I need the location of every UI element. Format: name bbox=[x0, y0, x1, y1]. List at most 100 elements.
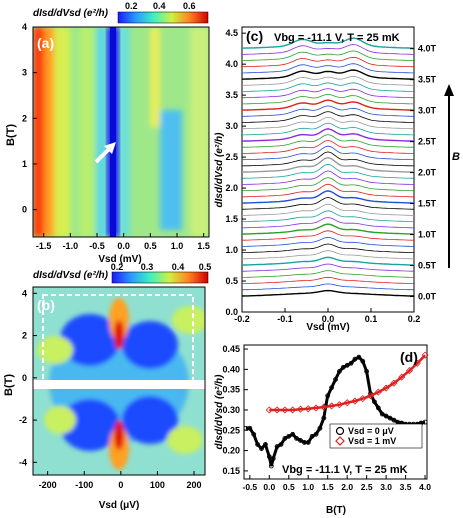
panel-c-curve bbox=[242, 99, 414, 111]
panel-c-rtick-label: 0.0T bbox=[418, 292, 437, 302]
panel-d-ytick-label: 0.30 bbox=[222, 405, 240, 415]
panel-d-point-1 bbox=[398, 373, 406, 381]
panel-d-point-0 bbox=[340, 364, 346, 370]
panel-d-ytick-label: 0.45 bbox=[222, 344, 240, 354]
panel-a-label: (a) bbox=[37, 35, 54, 51]
panel-b-ytick-label: 4 bbox=[22, 288, 27, 298]
panel-c-curve bbox=[241, 177, 415, 192]
panel-d-point-1 bbox=[320, 403, 328, 411]
panel-c-ytick-label: 3.0 bbox=[225, 121, 238, 131]
panel-a-xticks: -1.5 -1.0 -0.5 0.0 0.5 1.0 1.5 bbox=[36, 233, 210, 251]
panel-b-ytick-label: -4 bbox=[19, 457, 27, 467]
panel-d-point-0 bbox=[259, 446, 264, 451]
panel-c-ytick-label: 0.0 bbox=[225, 307, 238, 317]
panel-c-curve bbox=[242, 88, 414, 99]
panel-c-curve bbox=[241, 139, 415, 154]
panel-c-rtick-label: 2.0T bbox=[418, 168, 437, 178]
panel-d-point-0 bbox=[336, 368, 342, 374]
panel-b-colorbar-tick: 0.5 bbox=[199, 262, 212, 272]
panel-b-xtick-label: -100 bbox=[75, 480, 93, 490]
panel-d-xtick-label: 4.0 bbox=[419, 482, 431, 492]
panel-b-colorbar-ticks: 0.2 0.3 0.4 0.5 bbox=[111, 262, 212, 272]
panel-c-curve bbox=[241, 69, 415, 80]
panel-c-rtick-label: 1.0T bbox=[418, 230, 437, 240]
panel-d-point-0 bbox=[364, 368, 370, 374]
panel-d-point-1 bbox=[343, 399, 351, 407]
panel-b-xlabel: Vsd (μV) bbox=[99, 500, 140, 511]
panel-d-ytick-label: 0.40 bbox=[222, 364, 240, 374]
panel-b-ylabel: B(T) bbox=[3, 374, 15, 396]
panel-d-point-1 bbox=[281, 406, 289, 414]
panel-c-curve bbox=[242, 116, 414, 130]
panel-c-curve bbox=[241, 128, 415, 142]
panel-a-colorbar-tick: 0.4 bbox=[153, 1, 166, 11]
panel-d-point-0 bbox=[247, 425, 253, 431]
panel-d-point-0 bbox=[333, 377, 338, 382]
panel-a-ytick-label: 4 bbox=[22, 22, 27, 32]
panel-c-curve bbox=[241, 44, 415, 55]
panel-d-point-0 bbox=[344, 362, 350, 368]
panel-a-xtick-label: 1.5 bbox=[197, 241, 210, 251]
panel-d-point-1 bbox=[265, 406, 273, 414]
panel-c-curve bbox=[242, 111, 414, 123]
panel-a-ytick-label: 3 bbox=[22, 68, 27, 78]
panel-c-xtick-label: -0.1 bbox=[277, 314, 293, 324]
panel-c-curve bbox=[241, 190, 415, 204]
panel-c-xtick-label: 0.1 bbox=[365, 314, 378, 324]
panel-d-point-1 bbox=[312, 404, 320, 412]
panel-d-point-0 bbox=[266, 454, 272, 460]
panel-d-yticks: 0.45 0.40 0.35 0.30 0.25 0.20 0.15 bbox=[222, 344, 248, 476]
panel-c-ytick-label: 4.0 bbox=[225, 59, 238, 69]
panel-d-point-0 bbox=[313, 431, 319, 437]
panel-c-ytick-label: 2.0 bbox=[225, 183, 238, 193]
panel-a-colorbar-gradient bbox=[117, 11, 209, 24]
panel-b-dashed-box bbox=[42, 294, 194, 384]
panel-c-curve bbox=[241, 217, 415, 229]
panel-d-xtick-label: 3.5 bbox=[400, 482, 412, 492]
panel-d-point-0 bbox=[294, 435, 299, 441]
panel-c-curve bbox=[241, 203, 415, 216]
panel-c-curve bbox=[241, 276, 415, 284]
panel-d-legend: Vsd = 0 μV Vsd = 1 mV bbox=[329, 423, 423, 449]
panel-c-b-arrow-head bbox=[444, 84, 454, 96]
panel-c-curve bbox=[241, 56, 415, 68]
panel-b-colorbar-title: dIsd/dVsd (e²/h) bbox=[33, 270, 109, 281]
panel-a-xtick-label: 0.0 bbox=[117, 241, 130, 251]
panel-c-curve bbox=[242, 250, 414, 260]
panel-d-point-0 bbox=[352, 356, 358, 362]
panel-a-colorbar-tick: 0.6 bbox=[183, 1, 196, 11]
panel-c-rtick-label: 2.5T bbox=[418, 137, 437, 147]
panel-c-title: Vbg = -11.1 V, T = 25 mK bbox=[274, 32, 400, 44]
panel-a-colorbar-tick: 0.2 bbox=[125, 1, 138, 11]
panel-c-ytick-label: 3.5 bbox=[225, 90, 238, 100]
panel-c-rtick-label: 3.5T bbox=[418, 75, 437, 85]
panel-c-rtick-label: 1.5T bbox=[418, 199, 437, 209]
panel-c-curve bbox=[241, 82, 415, 92]
panel-c-curve bbox=[241, 283, 415, 291]
panel-d-point-0 bbox=[268, 463, 274, 469]
panel-d-point-0 bbox=[387, 415, 393, 421]
panel-d-series-line-0 bbox=[245, 355, 426, 467]
panel-c-ytick-label: 1.5 bbox=[225, 214, 238, 224]
panel-b-xtick-label: 200 bbox=[187, 480, 202, 490]
panel-c-curve bbox=[241, 289, 415, 297]
panel-b-ytick-label: 0 bbox=[22, 373, 27, 383]
panel-c-xtick-label: -0.2 bbox=[234, 314, 250, 324]
panel-c-b-label: B bbox=[452, 151, 460, 163]
panel-c-yticks: 0.0 0.5 1.0 1.5 2.0 2.5 3.0 3.5 4.0 4.5 bbox=[225, 28, 246, 317]
panel-d-point-0 bbox=[282, 435, 288, 441]
panel-c-xtick-label: 0.2 bbox=[408, 314, 421, 324]
panel-c-frame bbox=[241, 26, 415, 313]
panel-d-ytick-label: 0.25 bbox=[222, 425, 240, 435]
panel-d-point-0 bbox=[321, 415, 327, 421]
panel-d-point-0 bbox=[270, 456, 276, 462]
panel-d-point-0 bbox=[391, 417, 397, 423]
panel-d-point-1 bbox=[296, 405, 305, 413]
panel-d-xticks: -0.5 0.0 0.5 1.0 1.5 2.0 2.5 3.0 3.5 4.0 bbox=[243, 475, 431, 492]
panel-a-frame bbox=[32, 26, 210, 238]
panel-c-curve bbox=[242, 93, 414, 105]
panel-d-xtick-label: 0.0 bbox=[263, 482, 275, 492]
panel-d-point-1 bbox=[382, 384, 390, 392]
panel-d-point-1 bbox=[366, 392, 375, 400]
